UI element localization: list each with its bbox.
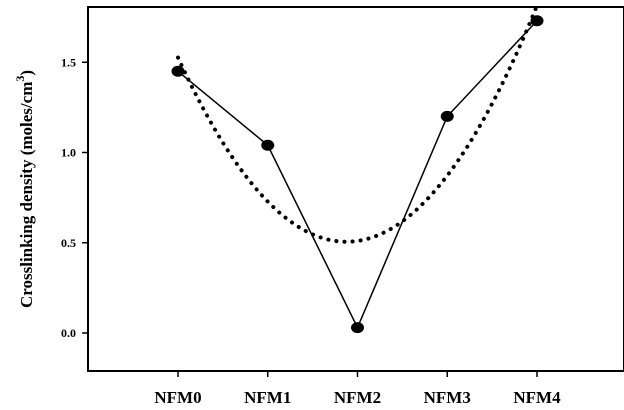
x-axis: NFM0 NFM1 NFM2 NFM3 NFM4 [154, 371, 561, 407]
series-line [177, 20, 538, 330]
y-axis-title-superscript: 3 [13, 76, 27, 82]
x-tick-label: NFM3 [424, 388, 471, 407]
data-point [440, 110, 454, 122]
data-point [261, 139, 275, 151]
data-points [171, 15, 544, 334]
data-point [171, 65, 185, 77]
y-tick-label: 0.0 [61, 326, 76, 340]
y-axis-title: Crosslinking density (moles/cm3) [13, 70, 36, 308]
y-tick-label: 1.0 [61, 146, 76, 160]
plot-frame [87, 6, 624, 372]
x-tick-label: NFM1 [244, 388, 291, 407]
y-axis: 0.0 0.5 1.0 1.5 [61, 55, 88, 340]
y-axis-title-main: Crosslinking density (moles/cm [17, 82, 36, 308]
y-tick-label: 0.5 [61, 236, 76, 250]
data-point [530, 15, 544, 27]
y-axis-title-close: ) [17, 70, 36, 76]
x-tick-label: NFM4 [513, 388, 561, 407]
trendline [176, 3, 539, 244]
x-tick-label: NFM2 [334, 388, 381, 407]
y-tick-label: 1.5 [61, 55, 76, 69]
x-tick-label: NFM0 [154, 388, 201, 407]
data-point [351, 322, 364, 334]
